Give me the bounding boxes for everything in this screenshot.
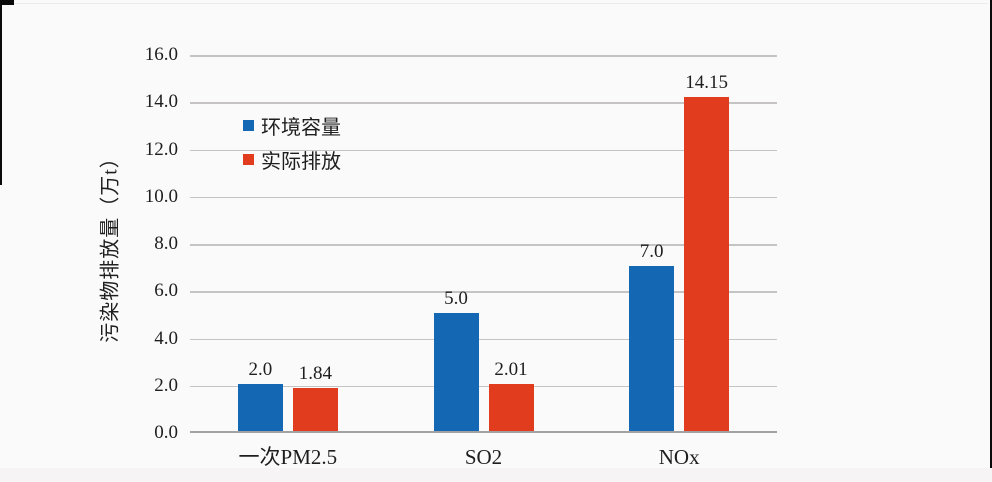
value-label: 1.84 [298,362,332,384]
bar-capacity-0 [237,383,283,431]
bar-capacity-1 [433,312,479,431]
y-tick-label: 0.0 [154,422,178,443]
gridline [190,196,777,199]
legend-item-capacity: 环境容量 [243,113,341,139]
y-tick-label: 12.0 [144,138,178,160]
x-category-label: 一次PM2.5 [238,445,338,469]
legend-label-actual: 实际排放 [261,150,341,173]
legend-marker-red-square-icon [243,153,254,165]
bar-actual-1 [488,383,534,431]
gridline [190,385,777,388]
value-label: 5.0 [444,287,468,309]
y-tick-label: 2.0 [154,374,178,396]
value-label: 2.0 [248,358,273,380]
plot-area: 环境容量 实际排放 2.0 1.84 5.0 2.01 7.0 14.15 [190,55,777,433]
y-tick-label: 14.0 [144,91,178,113]
frame-artifact-left-edge [0,0,2,185]
legend-item-actual: 实际排放 [243,147,341,173]
gridline [190,102,777,104]
frame-artifact-top-left [0,0,14,5]
gridline [190,149,777,151]
gridline [190,244,777,246]
gridline [190,55,777,57]
x-category-label: SO2 [464,445,503,469]
gridline [190,338,777,340]
legend-label-capacity: 环境容量 [261,116,341,139]
legend: 环境容量 实际排放 [243,113,341,181]
frame-artifact-bottom-strip [0,468,992,482]
bar-actual-0 [292,387,338,431]
value-label: 14.15 [685,71,729,93]
value-label: 7.0 [639,240,664,262]
bar-capacity-2 [629,265,675,431]
y-tick-label: 10.0 [144,185,178,207]
y-tick-label: 8.0 [154,233,178,254]
legend-marker-blue-square-icon [243,119,254,131]
y-tick-label: 4.0 [154,327,178,349]
y-tick-label: 6.0 [154,280,178,302]
x-category-label: NOx [658,445,700,469]
frame-artifact-top-line [14,3,988,4]
value-label: 2.01 [494,358,528,380]
gridline [190,291,777,293]
frame-artifact-right-edge [990,0,992,482]
bar-actual-2 [684,96,730,431]
y-tick-label: 16.0 [144,44,178,65]
